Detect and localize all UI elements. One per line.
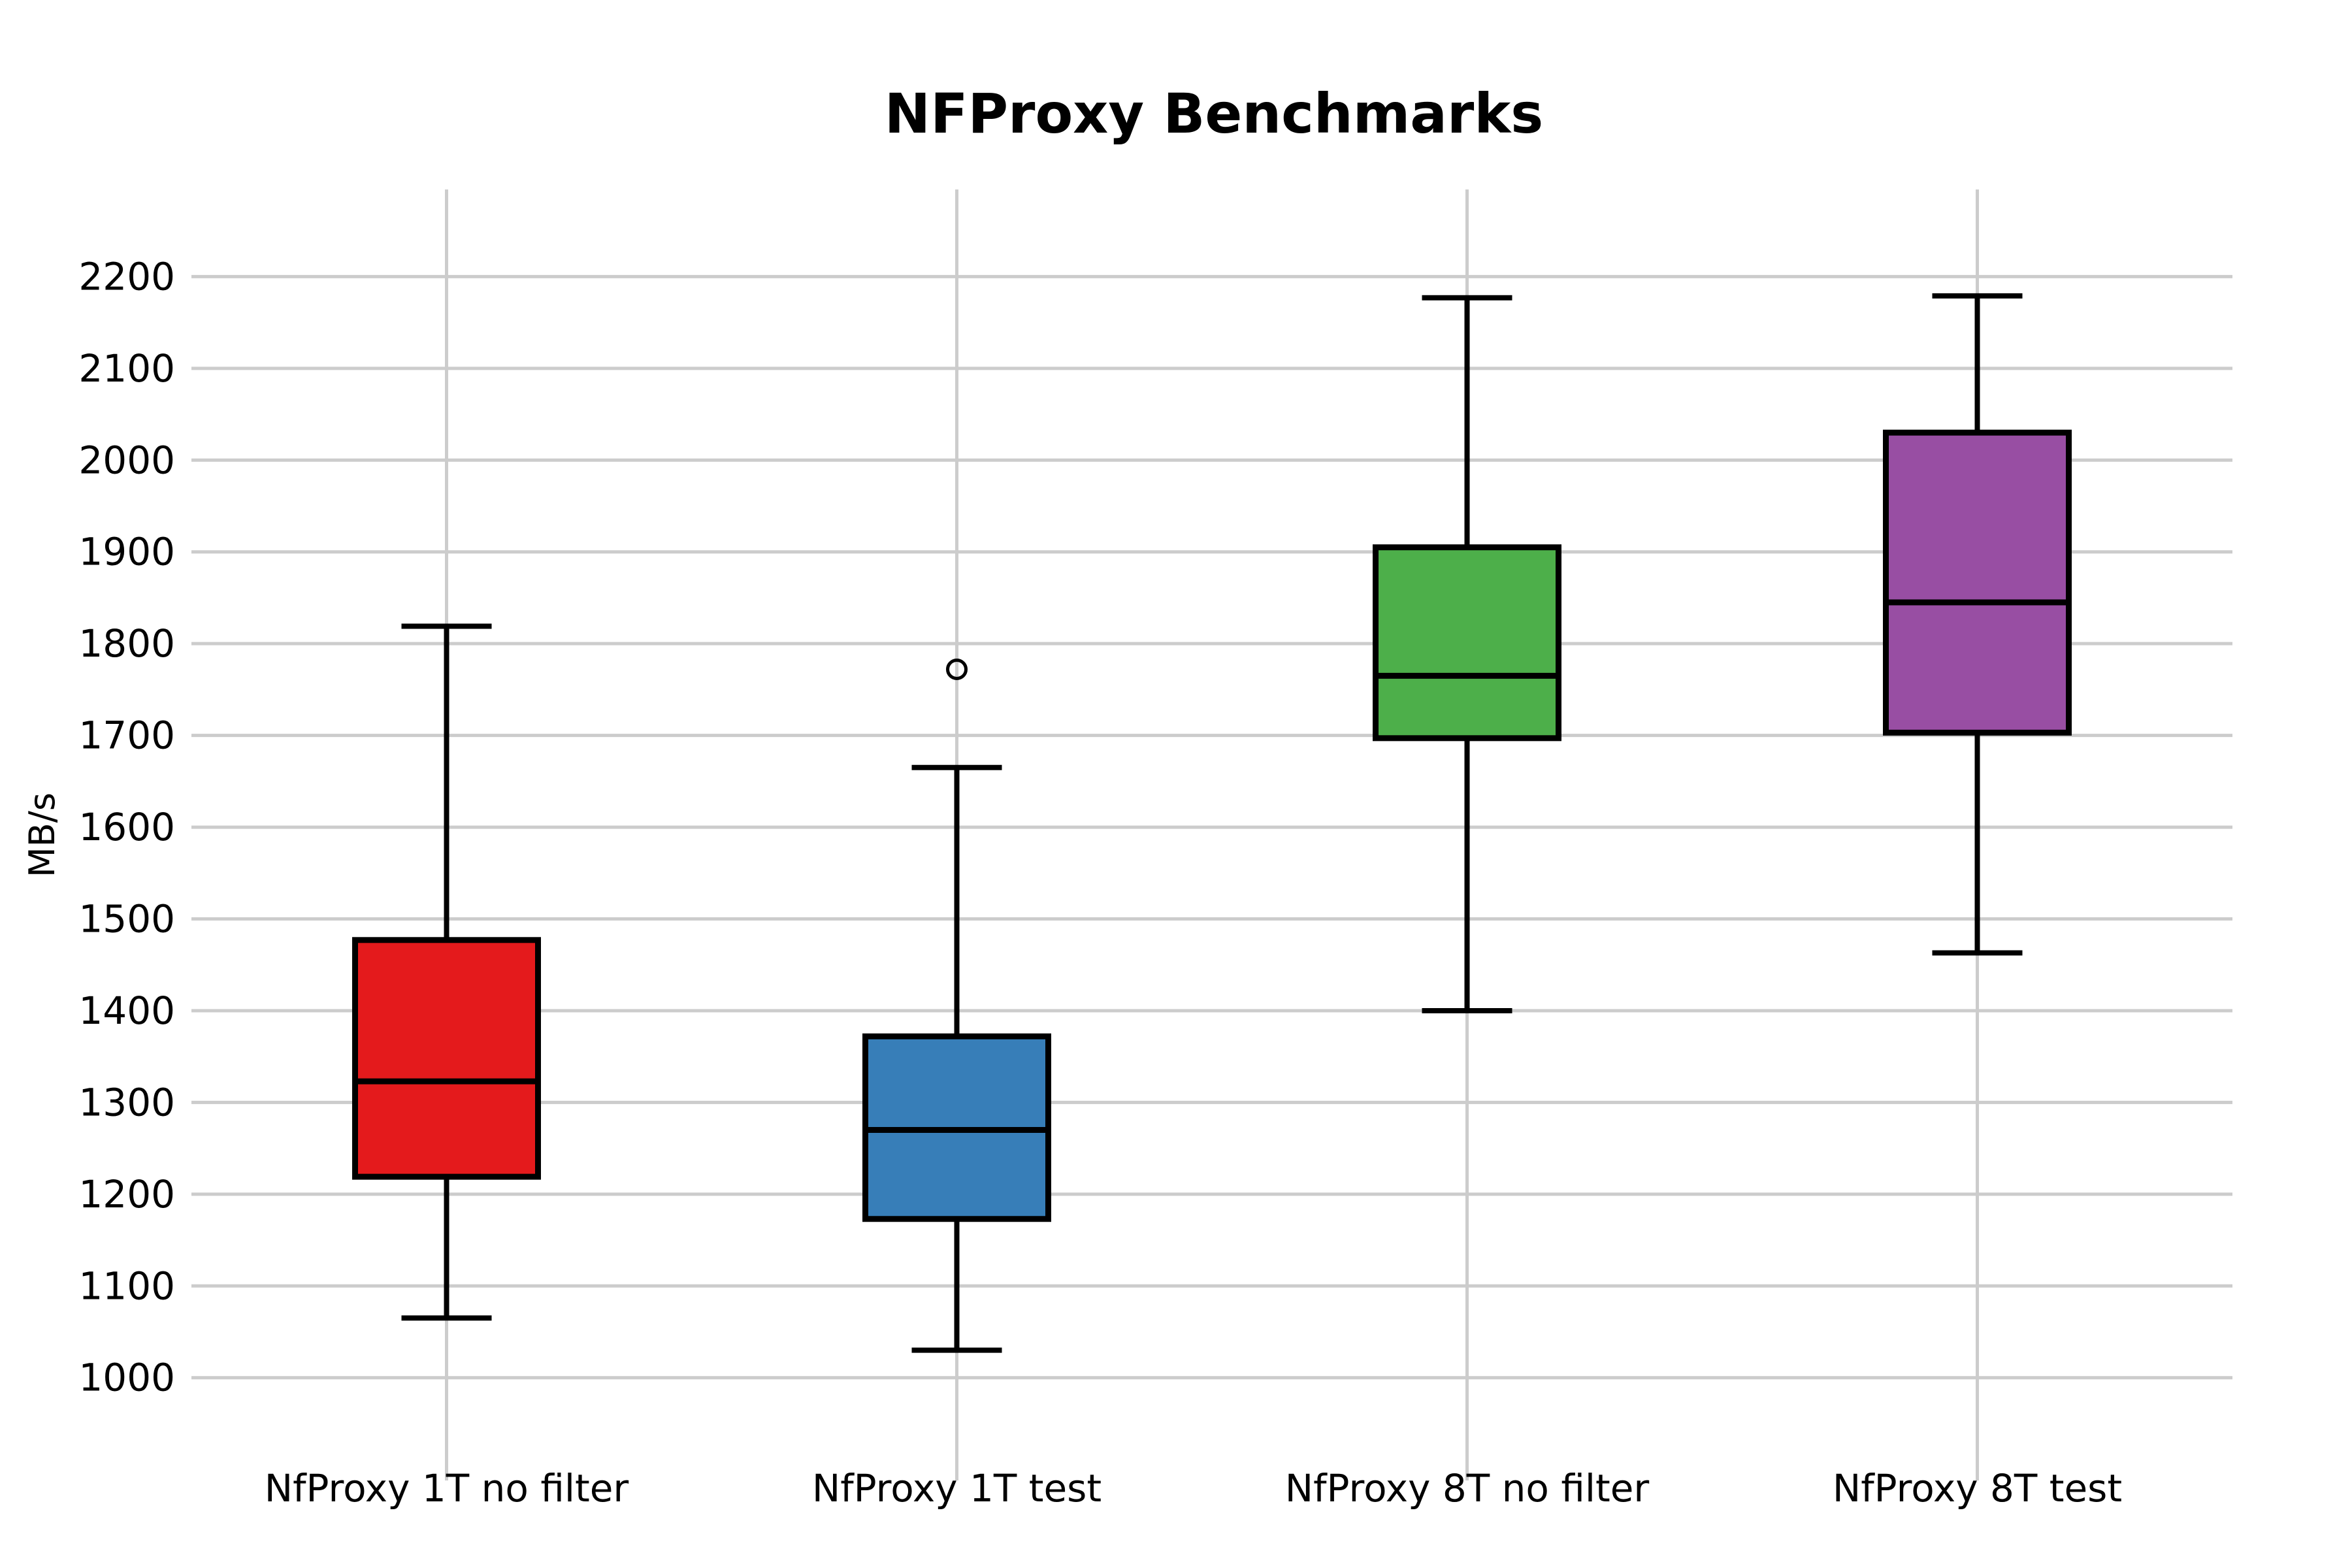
box-plot-2 [862,659,1051,1353]
box-plot-3 [1373,295,1561,1013]
x-category-label: NfProxy 1T test [812,1466,1102,1511]
y-tick-label: 1400 [78,988,175,1033]
y-tick-label: 1700 [78,713,175,758]
y-tick-label: 1100 [78,1264,175,1308]
chart-title: NFProxy Benchmarks [885,82,1543,146]
y-tick-label: 1200 [78,1172,175,1217]
x-category-label: NfProxy 1T no filter [265,1466,629,1511]
y-tick-label: 1300 [78,1080,175,1124]
iqr-box [1373,544,1561,742]
axis-labels-layer: 1000 1100 1200 1300 1400 1500 1600 1700 1800 1900… [78,254,2122,1511]
iqr-box [352,937,541,1180]
box-plot-4 [1883,293,2072,956]
iqr-box [1883,429,2072,736]
box-plot-1 [352,623,541,1321]
y-tick-label: 2200 [78,254,175,299]
x-category-label: NfProxy 8T no filter [1285,1466,1650,1511]
y-tick-label: 1600 [78,805,175,849]
outlier-point [946,659,968,681]
y-axis-label: MB/s [22,792,63,877]
y-tick-label: 1000 [78,1356,175,1400]
y-tick-label: 1900 [78,530,175,574]
y-tick-label: 2100 [78,346,175,391]
y-tick-label: 1800 [78,621,175,666]
x-category-label: NfProxy 8T test [1833,1466,2122,1511]
boxes-layer [352,293,2072,1353]
y-tick-label: 1500 [78,897,175,941]
y-tick-label: 2000 [78,438,175,482]
gridlines-layer [191,189,2232,1480]
